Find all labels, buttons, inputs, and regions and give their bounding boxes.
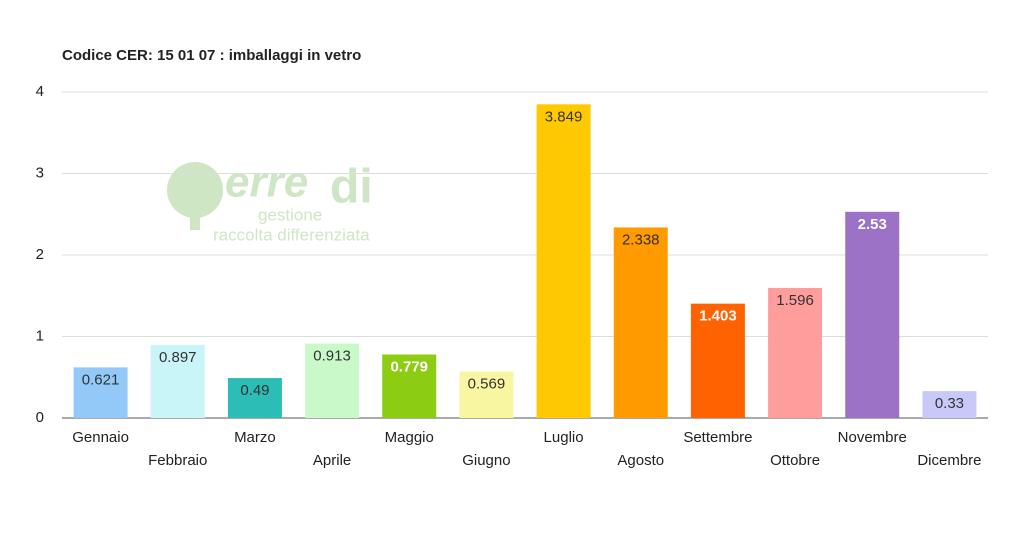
x-tick-label: Dicembre — [917, 452, 981, 469]
bar — [73, 367, 128, 418]
x-tick-label: Maggio — [385, 429, 434, 446]
y-tick-label: 2 — [36, 246, 44, 263]
watermark-line: raccolta differenziata — [213, 225, 370, 244]
bar — [845, 211, 900, 418]
y-tick-label: 4 — [36, 83, 44, 100]
x-tick-label: Settembre — [683, 429, 752, 446]
x-tick-label: Marzo — [234, 429, 276, 446]
value-label: 1.403 — [699, 308, 737, 325]
watermark-brand: erre — [225, 158, 308, 207]
value-label: 1.596 — [776, 292, 814, 309]
watermark-tree — [167, 162, 223, 218]
value-label: 0.779 — [390, 358, 428, 375]
bar — [150, 344, 205, 418]
value-label: 0.897 — [159, 349, 197, 366]
x-tick-label: Luglio — [544, 429, 584, 446]
value-label: 0.49 — [240, 382, 269, 399]
bar — [690, 303, 745, 418]
bar — [922, 391, 977, 418]
bar — [768, 287, 823, 418]
x-tick-label: Novembre — [838, 429, 907, 446]
x-tick-label: Gennaio — [72, 429, 129, 446]
value-label: 2.338 — [622, 231, 660, 248]
bar — [613, 227, 668, 418]
chart-title: Codice CER: 15 01 07 : imballaggi in vet… — [62, 47, 361, 64]
x-tick-label: Aprile — [313, 452, 351, 469]
value-label: 0.621 — [82, 371, 120, 388]
value-label: 0.913 — [313, 348, 351, 365]
bar — [227, 378, 282, 418]
x-tick-label: Giugno — [462, 452, 510, 469]
watermark-line: gestione — [258, 205, 322, 224]
bar — [305, 343, 360, 418]
x-tick-label: Ottobre — [770, 452, 820, 469]
y-tick-label: 1 — [36, 327, 44, 344]
value-label: 3.849 — [545, 108, 583, 125]
bar — [459, 371, 514, 418]
x-tick-label: Agosto — [617, 452, 664, 469]
y-tick-label: 0 — [36, 409, 44, 426]
watermark: erre di gestione raccolta differenziata — [167, 158, 373, 244]
value-label: 2.53 — [858, 216, 887, 233]
watermark-brand-end: di — [330, 161, 373, 214]
bar — [382, 354, 437, 418]
y-tick-label: 3 — [36, 164, 44, 181]
watermark-trunk — [190, 200, 200, 230]
value-label: 0.569 — [468, 376, 506, 393]
value-label: 0.33 — [935, 395, 964, 412]
x-tick-label: Febbraio — [148, 452, 207, 469]
bar — [536, 104, 591, 418]
